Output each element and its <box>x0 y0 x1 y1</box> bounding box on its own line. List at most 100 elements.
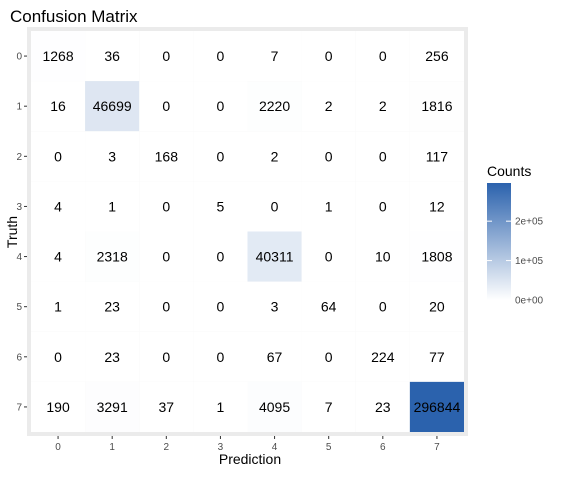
heatmap-cell <box>301 81 356 132</box>
heatmap-cell <box>31 131 86 182</box>
cell-value-label: 1268 <box>42 48 73 64</box>
cell-value-label: 0 <box>217 148 225 164</box>
heatmap-cell <box>301 381 356 432</box>
x-tick-label: 7 <box>434 442 440 453</box>
y-tick-label: 1 <box>16 102 22 113</box>
heatmap-cell <box>247 181 302 232</box>
cell-value-label: 23 <box>104 299 120 315</box>
cell-value-label: 20 <box>429 299 445 315</box>
heatmap-cell <box>85 81 140 132</box>
cell-value-label: 0 <box>379 198 387 214</box>
cell-value-label: 0 <box>379 299 387 315</box>
heatmap-cell <box>193 181 248 232</box>
cell-value-label: 3 <box>271 299 279 315</box>
y-tick-label: 4 <box>16 252 22 263</box>
heatmap-cell <box>355 231 410 282</box>
y-tick-label: 7 <box>16 402 22 413</box>
cell-value-label: 1 <box>108 198 116 214</box>
heatmap-cell <box>31 281 86 332</box>
y-tick-label: 2 <box>16 152 22 163</box>
heatmap-cell <box>247 81 302 132</box>
x-tick-label: 6 <box>380 442 386 453</box>
cell-value-label: 46699 <box>93 98 132 114</box>
cell-value-label: 77 <box>429 349 445 365</box>
heatmap-cell <box>193 381 248 432</box>
heatmap-cell <box>301 31 356 82</box>
heatmap-cell <box>193 31 248 82</box>
chart-title: Confusion Matrix <box>10 7 138 26</box>
cell-value-label: 0 <box>217 299 225 315</box>
heatmap-cell <box>301 281 356 332</box>
cell-value-label: 0 <box>162 98 170 114</box>
heatmap-cell <box>85 31 140 82</box>
y-tick-label: 0 <box>16 52 22 63</box>
legend-tick-label: 2e+05 <box>515 217 544 228</box>
heatmap-cell <box>301 331 356 382</box>
heatmap-cell <box>301 131 356 182</box>
heatmap-cell <box>139 181 194 232</box>
heatmap-cell <box>247 31 302 82</box>
x-axis-title: Prediction <box>219 451 281 467</box>
cell-value-label: 36 <box>104 48 120 64</box>
x-tick-label: 4 <box>272 442 278 453</box>
cell-value-label: 0 <box>162 198 170 214</box>
heatmap-cell <box>31 231 86 282</box>
cell-value-label: 0 <box>379 148 387 164</box>
cell-value-label: 117 <box>426 148 449 164</box>
heatmap-cell <box>355 181 410 232</box>
heatmap-cell <box>355 381 410 432</box>
cell-value-label: 0 <box>325 249 333 265</box>
heatmap-cell <box>85 131 140 182</box>
cell-value-label: 224 <box>371 349 395 365</box>
y-axis-ticks: 0 1 2 3 4 5 6 7 <box>16 52 27 413</box>
legend-title: Counts <box>487 163 531 179</box>
cell-value-label: 2220 <box>259 98 290 114</box>
heatmap-cell <box>247 381 302 432</box>
heatmap-cell <box>247 331 302 382</box>
cell-value-label: 1 <box>325 198 333 214</box>
cell-value-label: 2 <box>271 148 279 164</box>
heatmap-cell <box>409 131 464 182</box>
cell-value-label: 0 <box>162 299 170 315</box>
heatmap-cell <box>193 331 248 382</box>
cell-value-label: 0 <box>54 148 62 164</box>
cell-value-label: 5 <box>217 198 225 214</box>
y-tick-label: 6 <box>16 352 22 363</box>
cell-value-label: 1 <box>217 399 225 415</box>
legend-ticks: 0e+00 1e+05 2e+05 <box>487 217 544 307</box>
cell-value-label: 37 <box>159 399 175 415</box>
legend-color-bar <box>487 183 511 300</box>
heatmap-cell <box>85 381 140 432</box>
cell-value-label: 7 <box>325 399 333 415</box>
x-tick-label: 1 <box>109 442 115 453</box>
y-tick-label: 5 <box>16 302 22 313</box>
cell-value-labels: 1268 36 0 0 7 0 0 256 16 46699 0 0 2220 2 2 1816 0 3 168 0 2… <box>42 48 460 415</box>
cell-value-label: 296844 <box>414 399 461 415</box>
heatmap-cell <box>193 281 248 332</box>
heatmap-cell <box>193 81 248 132</box>
heatmap-cell <box>85 281 140 332</box>
heatmap-cell <box>139 31 194 82</box>
cell-value-label: 3291 <box>97 399 128 415</box>
heatmap-cell <box>31 81 86 132</box>
heatmap-cell <box>193 231 248 282</box>
heatmap-cell <box>31 381 86 432</box>
cell-value-label: 0 <box>271 198 279 214</box>
cell-value-label: 256 <box>425 48 449 64</box>
x-tick-label: 5 <box>326 442 332 453</box>
heatmap-cell <box>409 381 464 432</box>
heatmap-cell <box>139 381 194 432</box>
cell-value-label: 12 <box>429 198 445 214</box>
heatmap-cell <box>301 231 356 282</box>
heatmap-cell <box>355 131 410 182</box>
heatmap-cell <box>247 131 302 182</box>
cell-value-label: 40311 <box>256 249 294 265</box>
heatmap-cell <box>31 181 86 232</box>
cell-value-label: 0 <box>325 349 333 365</box>
heatmap-cell <box>409 281 464 332</box>
cell-value-label: 4 <box>54 249 62 265</box>
cell-value-label: 1808 <box>421 249 452 265</box>
heatmap-cell <box>355 331 410 382</box>
